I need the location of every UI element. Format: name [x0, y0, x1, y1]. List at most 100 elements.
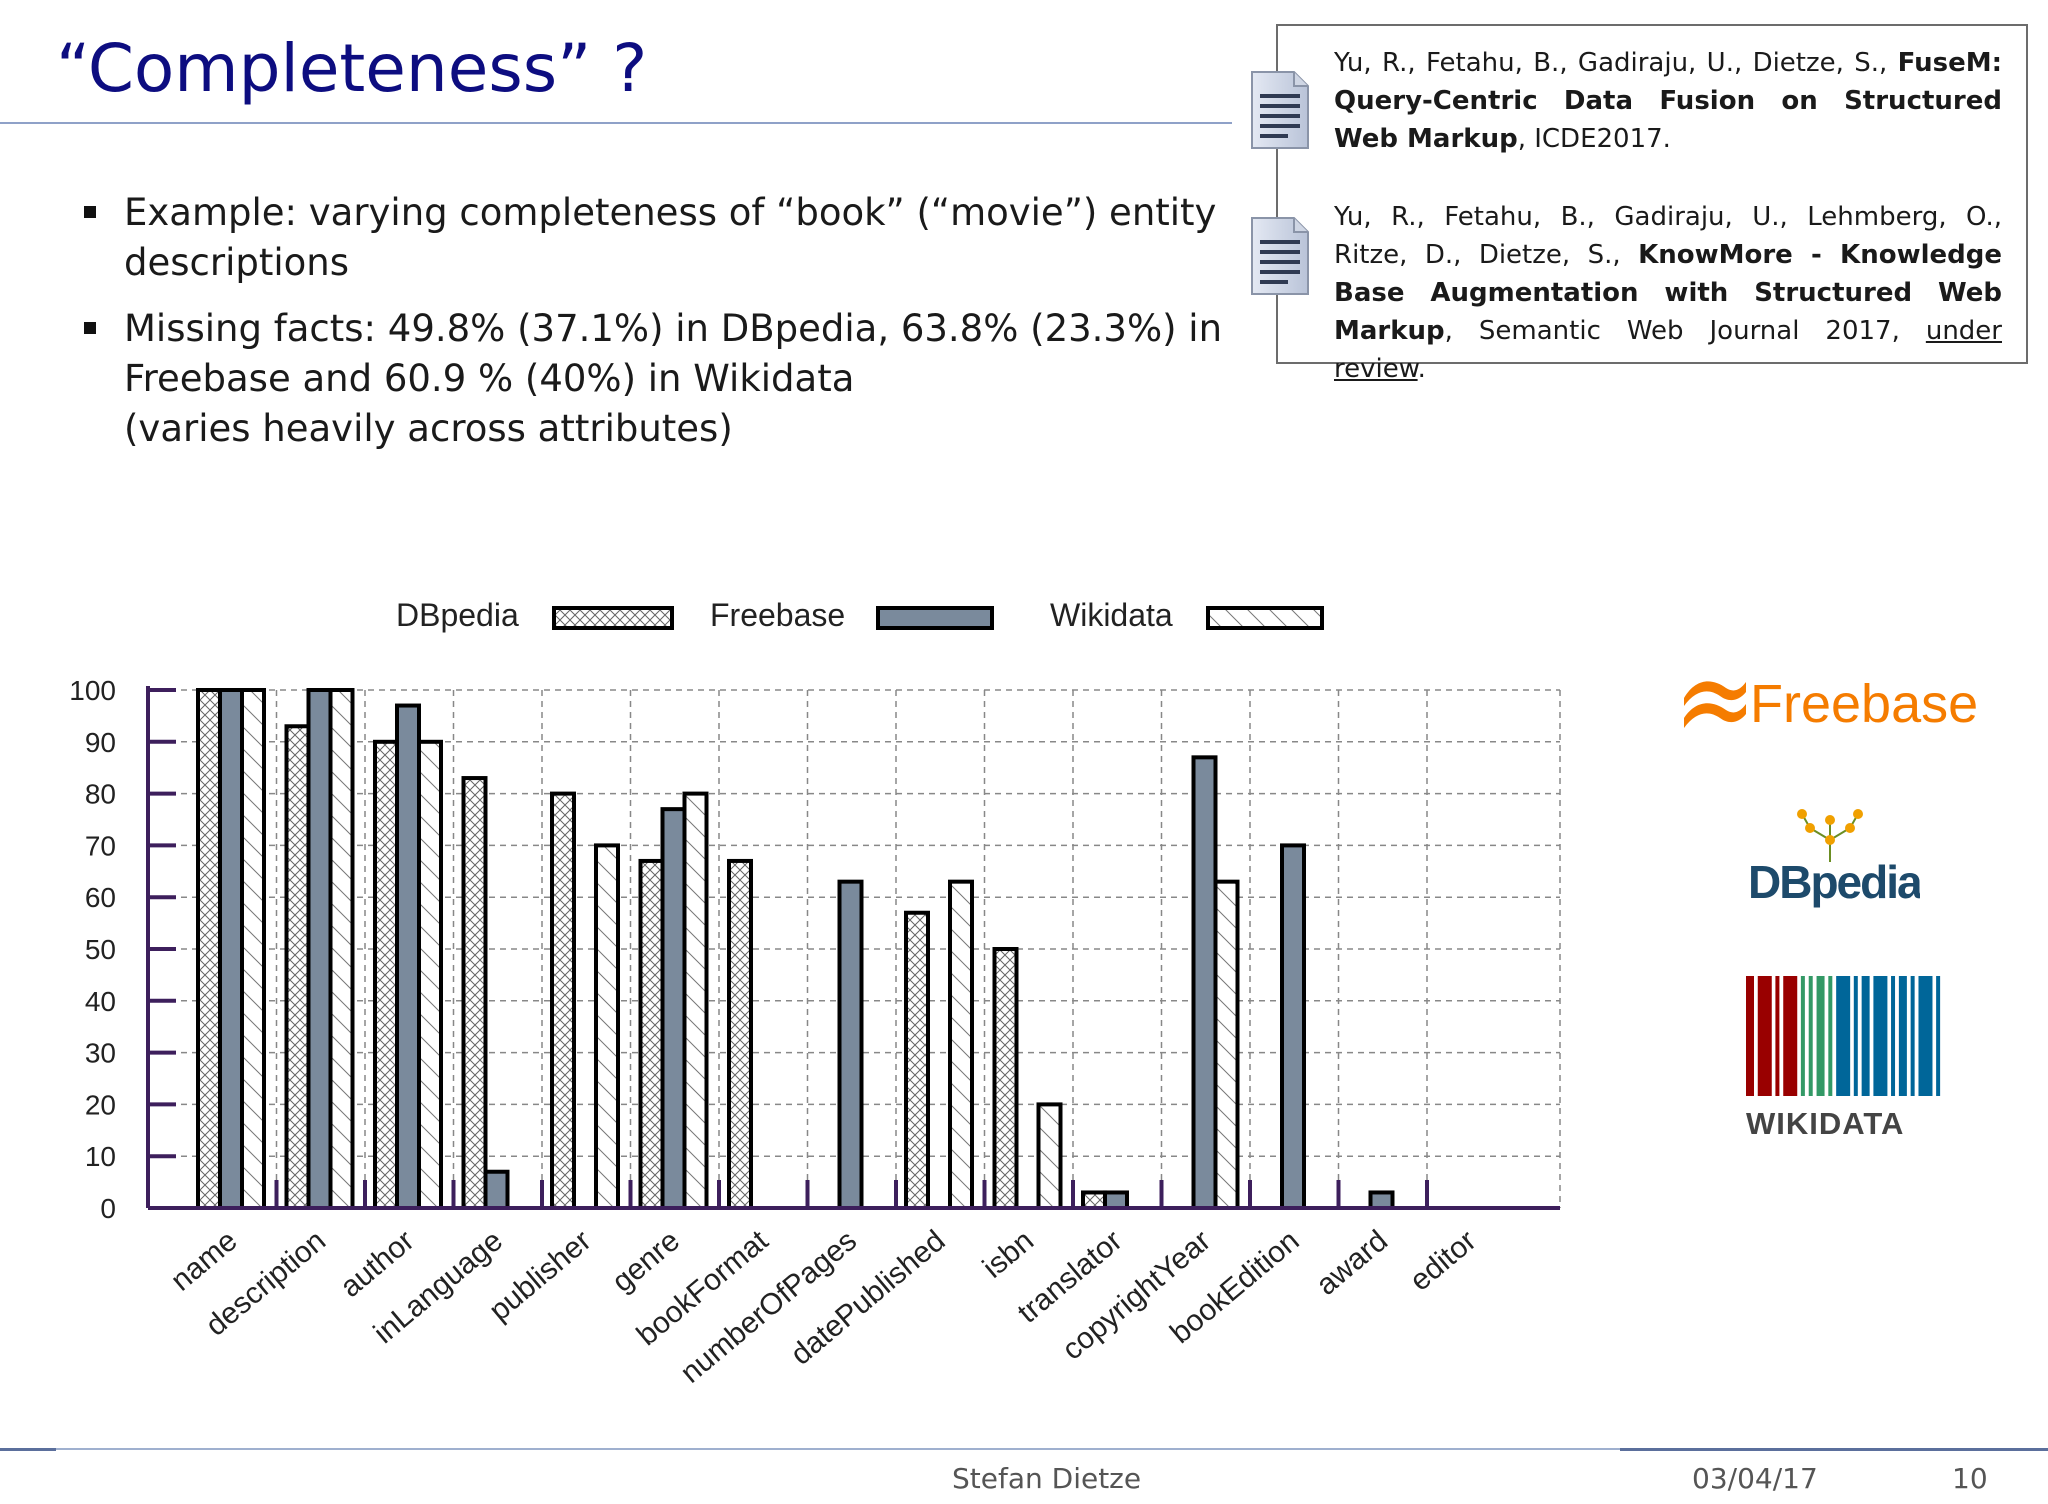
- y-tick-label: 80: [85, 779, 116, 810]
- dbpedia-logo-text: DBpedia: [1748, 856, 1920, 908]
- wikidata-barcode-stripe: [1800, 976, 1805, 1096]
- y-tick-label: 50: [85, 934, 116, 965]
- legend-label: DBpedia: [396, 597, 519, 633]
- y-tick-label: 40: [85, 986, 116, 1017]
- bullet-item: Missing facts: 49.8% (37.1%) in DBpedia,…: [80, 304, 1230, 454]
- bar-freebase: [218, 688, 244, 1210]
- wikidata-barcode-stripe: [1783, 976, 1798, 1096]
- bar-freebase: [483, 1169, 510, 1210]
- bullet-line: Missing facts: 49.8% (37.1%) in DBpedia,…: [124, 307, 1223, 350]
- y-tick-label: 10: [85, 1141, 116, 1172]
- bar-dbpedia: [727, 858, 753, 1210]
- x-tick-label: genre: [606, 1224, 686, 1299]
- bar-wikidata: [948, 879, 974, 1210]
- title-divider: [0, 122, 1232, 124]
- y-tick-label: 30: [85, 1038, 116, 1069]
- reference-venue: , ICDE2017.: [1517, 124, 1671, 154]
- bar-wikidata: [682, 791, 709, 1210]
- bullet-line: Example: varying completeness of “book” …: [124, 191, 1217, 234]
- y-tick-label: 60: [85, 882, 116, 913]
- bar-wikidata: [1213, 879, 1240, 1210]
- bar-freebase: [306, 688, 333, 1210]
- reference-authors: Yu, R., Fetahu, B., Gadiraju, U., Lehmbe…: [1334, 202, 2002, 270]
- bar-dbpedia: [1081, 1190, 1107, 1211]
- footer-divider: [0, 1448, 2048, 1450]
- reference-venue: , Semantic Web Journal 2017,: [1444, 316, 1926, 346]
- wikidata-barcode-stripe: [1936, 976, 1941, 1096]
- bar-dbpedia: [638, 858, 665, 1210]
- wikidata-barcode-stripe: [1853, 976, 1858, 1096]
- bar-wikidata: [328, 688, 355, 1210]
- y-tick-label: 0: [100, 1193, 116, 1224]
- x-tick-label: award: [1310, 1224, 1394, 1302]
- footer-date: 03/04/17: [1692, 1462, 1818, 1495]
- wikidata-barcode-stripe: [1910, 976, 1915, 1096]
- legend-label: Freebase: [710, 597, 845, 633]
- wikidata-barcode-stripe: [1836, 976, 1851, 1096]
- legend-label: Wikidata: [1050, 597, 1173, 633]
- bar-freebase: [1191, 755, 1218, 1210]
- legend-swatch: [1206, 606, 1324, 630]
- completeness-chart: 0 10 20 30 40 50 60 70 80 90 100 name description aut…: [40, 590, 1600, 1420]
- slide-title: “Completeness” ?: [56, 30, 648, 107]
- bar-freebase: [837, 879, 864, 1210]
- dbpedia-logo: DBpedia: [1740, 800, 1925, 914]
- wikidata-barcode-stripe: [1746, 976, 1754, 1096]
- y-tick-label: 90: [85, 727, 116, 758]
- legend-swatch: [876, 606, 994, 630]
- bar-wikidata: [240, 688, 266, 1210]
- wikidata-barcode-stripe: [1873, 976, 1888, 1096]
- x-tick-label: name: [165, 1224, 244, 1298]
- document-icon: [1251, 217, 1309, 295]
- bar-dbpedia: [196, 688, 222, 1210]
- bar-freebase: [1103, 1190, 1129, 1211]
- document-icon: [1251, 71, 1309, 149]
- bar-wikidata: [417, 739, 443, 1211]
- bar-wikidata: [1036, 1102, 1063, 1211]
- bullet-line: descriptions: [124, 241, 349, 284]
- wikidata-barcode-stripe: [1891, 976, 1896, 1096]
- reference-status-link[interactable]: under review: [1334, 316, 2002, 384]
- bar-freebase: [1280, 843, 1306, 1210]
- x-tick-label: copyrightYear: [1056, 1224, 1217, 1366]
- wikidata-barcode-stripe: [1918, 976, 1933, 1096]
- freebase-logo: Freebase: [1680, 660, 2000, 744]
- bar-dbpedia: [992, 947, 1019, 1210]
- bullet-line: (varies heavily across attributes): [124, 407, 733, 450]
- wikidata-logo-text: WIKIDATA: [1746, 1106, 1904, 1141]
- references-box: Yu, R., Fetahu, B., Gadiraju, U., Dietze…: [1251, 24, 2028, 384]
- bar-dbpedia: [550, 791, 576, 1210]
- bullet-item: Example: varying completeness of “book” …: [80, 188, 1230, 288]
- wikidata-barcode-stripe: [1757, 976, 1772, 1096]
- bar-freebase: [1368, 1190, 1395, 1211]
- y-tick-label: 20: [85, 1089, 116, 1120]
- bar-dbpedia: [904, 910, 930, 1210]
- reference-end: .: [1417, 354, 1426, 384]
- legend-swatch: [552, 606, 674, 630]
- reference-title: FuseM: Query-Centric Data Fusion on Stru…: [1334, 48, 2002, 154]
- reference-authors: Yu, R., Fetahu, B., Gadiraju, U., Dietze…: [1334, 48, 1898, 78]
- reference-2: Yu, R., Fetahu, B., Gadiraju, U., Lehmbe…: [1334, 198, 2002, 388]
- bar-freebase: [660, 807, 687, 1210]
- footer-divider-accent: [1620, 1448, 2048, 1451]
- wikidata-barcode-stripe: [1861, 976, 1870, 1096]
- y-tick-label: 100: [69, 675, 116, 706]
- bullet-line: Freebase and 60.9 % (40%) in Wikidata: [124, 357, 855, 400]
- wikidata-barcode-stripe: [1828, 976, 1833, 1096]
- reference-1: Yu, R., Fetahu, B., Gadiraju, U., Dietze…: [1334, 44, 2002, 158]
- footer-divider-accent: [0, 1448, 56, 1451]
- bar-dbpedia: [373, 739, 399, 1211]
- freebase-logo-text: Freebase: [1750, 674, 1978, 734]
- x-tick-label: datePublished: [785, 1224, 952, 1372]
- footer-author: Stefan Dietze: [952, 1462, 1142, 1495]
- bullet-list: Example: varying completeness of “book” …: [80, 188, 1230, 470]
- x-tick-label: editor: [1404, 1224, 1483, 1298]
- footer-page-number: 10: [1952, 1462, 1988, 1495]
- bar-dbpedia: [284, 724, 311, 1210]
- wikidata-logo: WIKIDATA: [1746, 976, 1946, 1150]
- wikidata-barcode-stripe: [1808, 976, 1813, 1096]
- bar-wikidata: [594, 843, 620, 1210]
- bar-dbpedia: [461, 776, 488, 1210]
- wikidata-barcode-stripe: [1898, 976, 1907, 1096]
